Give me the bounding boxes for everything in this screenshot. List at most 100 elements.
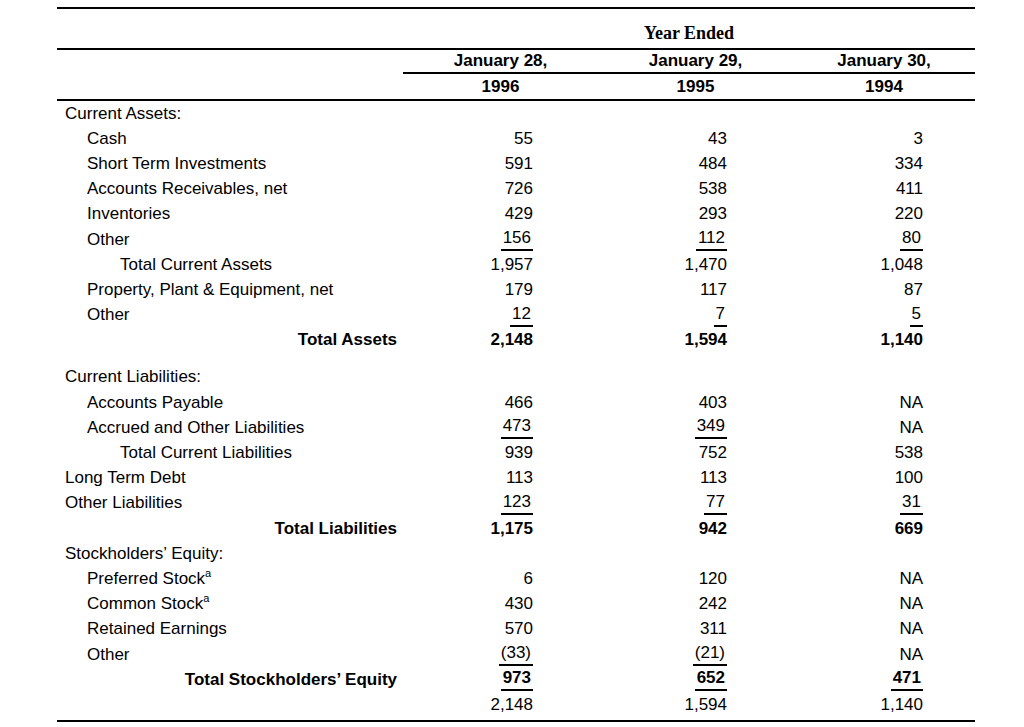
value: (33): [499, 643, 533, 666]
footnote-marker: a: [205, 567, 211, 579]
table-row: Other15611280: [57, 227, 975, 252]
table-row: Accounts Payable466403NA: [57, 390, 975, 415]
value-cell: 1,594: [598, 695, 793, 715]
value-cell: (21): [598, 643, 793, 666]
value: 411: [896, 179, 923, 199]
value: 473: [501, 416, 533, 439]
value-cell: 334: [793, 154, 975, 174]
value: (21): [693, 643, 727, 666]
value: 43: [708, 129, 727, 149]
value-cell: 538: [793, 443, 975, 463]
row-label-text: Cash: [87, 129, 127, 148]
value: 430: [505, 594, 533, 614]
value: 1,175: [490, 519, 533, 539]
value: 591: [505, 154, 533, 174]
table-row: Current Assets:: [57, 101, 975, 126]
footnote-marker: a: [203, 593, 209, 605]
value: 220: [895, 204, 923, 224]
value: 403: [699, 393, 727, 413]
table-row: Other Liabilities1237731: [57, 491, 975, 516]
value: 6: [524, 569, 533, 589]
row-label-text: Other: [87, 305, 130, 324]
value: 1,048: [880, 255, 923, 275]
value: 652: [695, 668, 727, 691]
value: 3: [914, 129, 923, 149]
value: NA: [899, 594, 923, 614]
table-row: Inventories429293220: [57, 202, 975, 227]
row-label: Total Current Liabilities: [57, 443, 403, 463]
value-cell: 113: [598, 468, 793, 488]
row-label-text: Total Assets: [298, 330, 397, 349]
row-label: Cash: [57, 129, 403, 149]
value-cell: 411: [793, 179, 975, 199]
row-label: Current Liabilities:: [57, 367, 403, 387]
column-header-year-1996: 1996: [403, 77, 598, 97]
value: NA: [899, 645, 923, 665]
value-cell: 591: [403, 154, 598, 174]
value: 1,140: [880, 330, 923, 350]
value-cell: 669: [793, 519, 975, 539]
row-label: Total Assets: [57, 330, 403, 350]
value: 538: [699, 179, 727, 199]
value-cell: 1,957: [403, 255, 598, 275]
row-label-text: Stockholders’ Equity:: [65, 544, 223, 563]
value: NA: [899, 569, 923, 589]
value-cell: 349: [598, 416, 793, 439]
value-cell: 6: [403, 569, 598, 589]
financial-statement-page: Year Ended January 28, January 29, Janua…: [0, 0, 1024, 727]
row-label: Inventories: [57, 204, 403, 224]
value-cell: NA: [793, 645, 975, 665]
balance-sheet-table: Year Ended January 28, January 29, Janua…: [57, 7, 975, 722]
row-label-text: Property, Plant & Equipment, net: [87, 280, 333, 299]
column-header-date-1994: January 30,: [793, 51, 975, 72]
value-cell: 942: [598, 519, 793, 539]
value-cell: 77: [598, 492, 793, 515]
value: 1,957: [490, 255, 533, 275]
value-cell: 117: [598, 280, 793, 300]
row-label-text: Accrued and Other Liabilities: [87, 418, 304, 437]
table-row: Other (33) (21) NA: [57, 642, 975, 667]
row-label-text: Total Liabilities: [275, 519, 397, 538]
row-label-text: Accounts Payable: [87, 393, 223, 412]
value-cell: 123: [403, 492, 598, 515]
value-cell: NA: [793, 393, 975, 413]
column-header-date-1996: January 28,: [403, 51, 598, 72]
value-cell: 80: [793, 228, 975, 251]
value: 7: [714, 304, 727, 327]
value-cell: 538: [598, 179, 793, 199]
value: 484: [699, 154, 727, 174]
table-row: Other 12 7 5: [57, 303, 975, 328]
value-cell: NA: [793, 619, 975, 639]
value-cell: 726: [403, 179, 598, 199]
table-row: Common Stocka430242NA: [57, 592, 975, 617]
value: 5: [910, 304, 923, 327]
value-cell: 120: [598, 569, 793, 589]
value-cell: 293: [598, 204, 793, 224]
value: 156: [501, 228, 533, 251]
row-label-text: Other: [87, 645, 130, 664]
value-cell: 752: [598, 443, 793, 463]
table-row: Accounts Receivables, net726538411: [57, 177, 975, 202]
table-row: Retained Earnings 570 311 NA: [57, 617, 975, 642]
table-row: Total Stockholders’ Equity973652471: [57, 667, 975, 692]
row-label-text: Retained Earnings: [87, 619, 227, 638]
value: 123: [501, 492, 533, 515]
row-label-text: Common Stock: [87, 594, 203, 613]
value-cell: NA: [793, 418, 975, 438]
row-label-text: Short Term Investments: [87, 154, 266, 173]
year-ended-heading: Year Ended: [403, 23, 975, 48]
value: 1,594: [684, 695, 727, 715]
value: 12: [510, 304, 533, 327]
value: 311: [700, 619, 727, 639]
value: NA: [899, 418, 923, 438]
value-cell: 652: [598, 668, 793, 691]
value: 2,148: [490, 330, 533, 350]
value-cell: 179: [403, 280, 598, 300]
value-cell: 1,140: [793, 330, 975, 350]
row-label-text: Inventories: [87, 204, 170, 223]
table-body: Current Assets:Cash55433Short Term Inves…: [57, 101, 975, 718]
value-cell: 12: [403, 304, 598, 327]
value-cell: 156: [403, 228, 598, 251]
value: 570: [505, 619, 533, 639]
value-cell: 31: [793, 492, 975, 515]
